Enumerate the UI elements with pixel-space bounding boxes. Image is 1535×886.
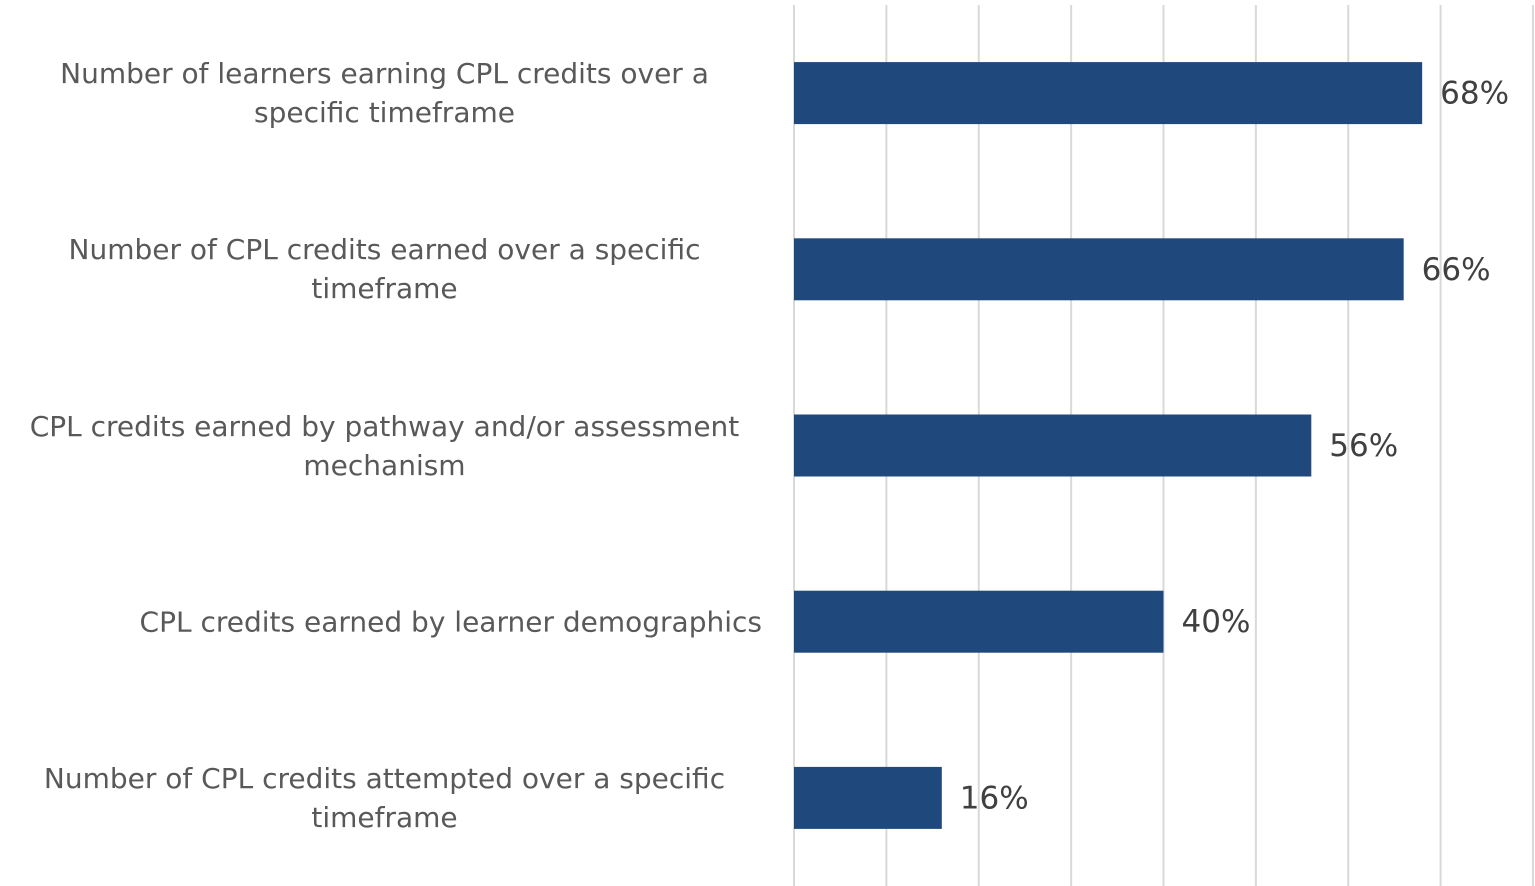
- value-label: 56%: [1329, 428, 1398, 464]
- bar: [794, 62, 1423, 125]
- category-label: CPL credits earned by pathway and/or ass…: [29, 409, 740, 482]
- category-label: Number of CPL credits earned over a spec…: [68, 233, 701, 306]
- value-label: 40%: [1182, 604, 1251, 640]
- category-label: Number of learners earning CPL credits o…: [60, 57, 709, 130]
- category-label: Number of CPL credits attempted over a s…: [43, 761, 726, 834]
- value-label: 16%: [960, 780, 1029, 816]
- bar: [794, 590, 1164, 653]
- category-label: CPL credits earned by learner demographi…: [139, 605, 762, 639]
- bar: [794, 414, 1312, 477]
- value-label: 68%: [1440, 76, 1509, 112]
- bar: [794, 238, 1404, 301]
- value-label: 66%: [1422, 252, 1491, 288]
- bar: [794, 766, 942, 829]
